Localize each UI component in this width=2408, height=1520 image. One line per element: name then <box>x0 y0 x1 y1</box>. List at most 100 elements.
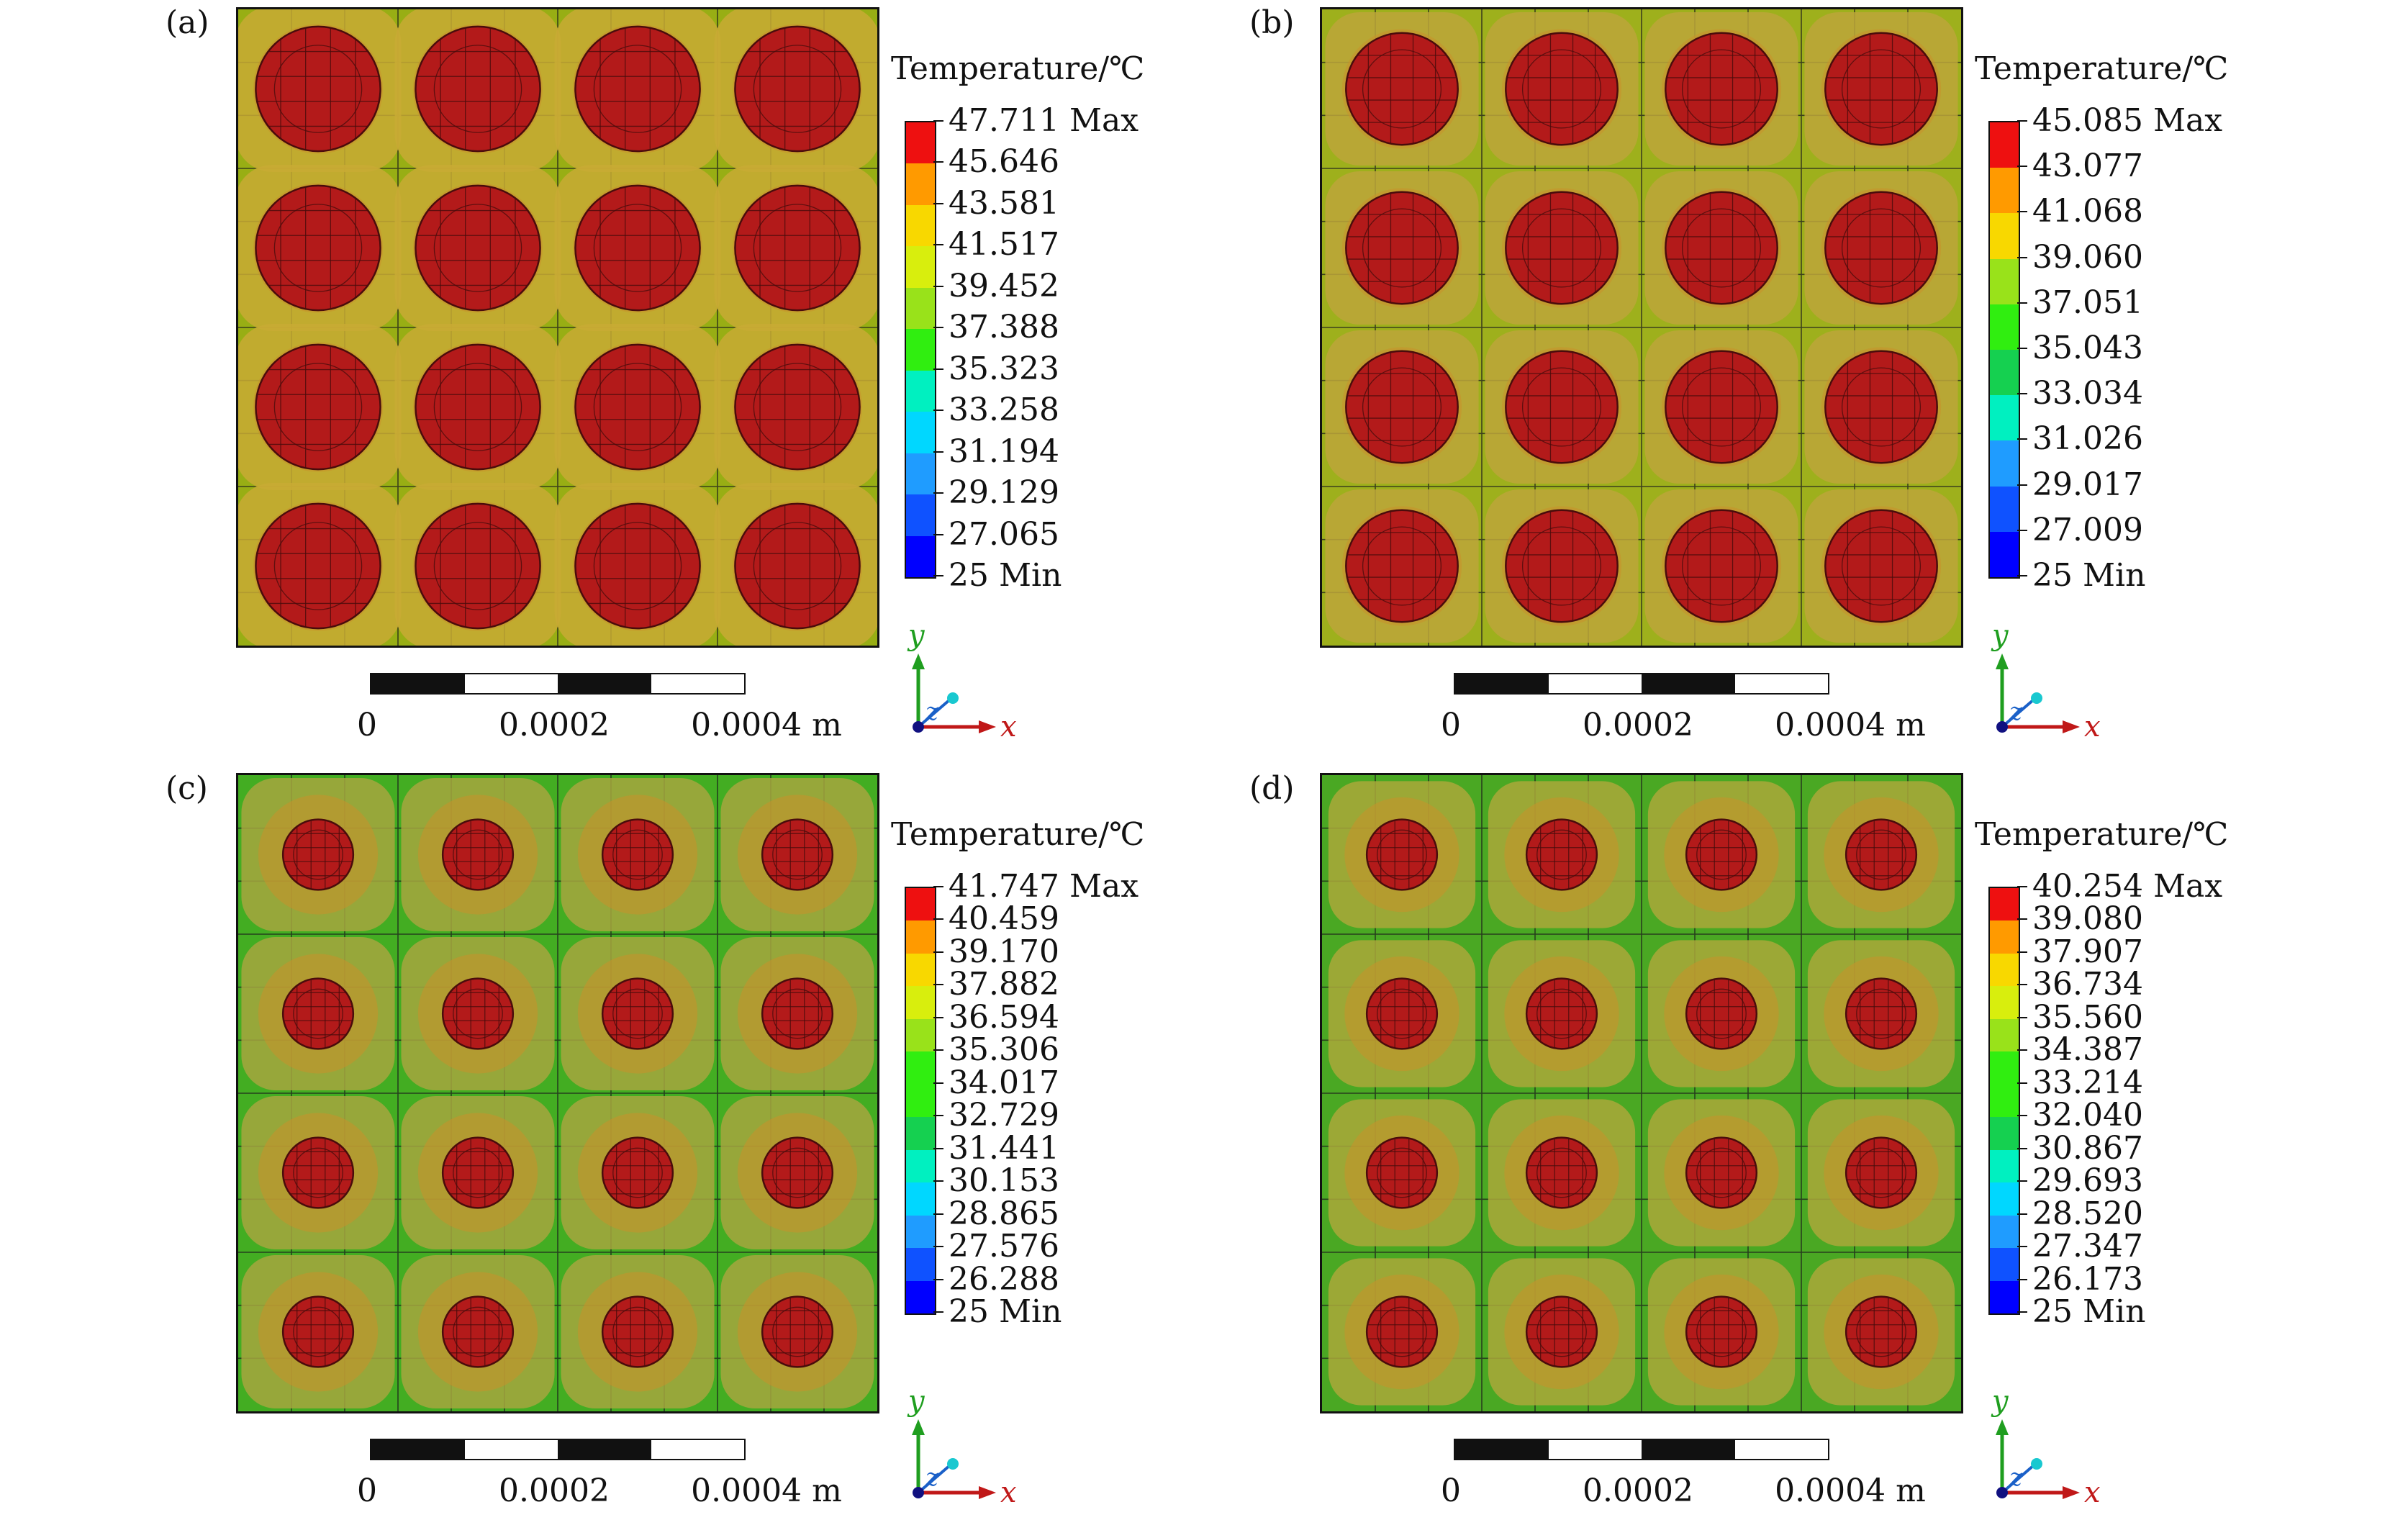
scale-bar <box>1454 673 1829 695</box>
spot-mesh-ring <box>1362 208 1442 288</box>
spot-mesh-ring <box>1377 1147 1427 1198</box>
panel-label: (a) <box>166 4 209 41</box>
contour-canvas <box>238 775 877 1411</box>
heat-spot <box>1804 171 1958 325</box>
scale-bar-segment <box>1455 674 1549 693</box>
colorbar-segment <box>906 953 935 987</box>
y-arrow-head <box>1996 653 2009 669</box>
spot-mesh-ring <box>1362 49 1442 129</box>
spot-mesh-ring <box>1856 1306 1906 1357</box>
legend-value: 27.065 <box>949 515 1059 553</box>
x-axis-label: x <box>2084 1476 2101 1509</box>
legend-value: 25 Min <box>949 1293 1062 1330</box>
spot-mesh-ring <box>1856 829 1906 880</box>
panel-c: (c) Temperature/℃ 41.747 Max 40.459 39.170… <box>0 766 1204 1520</box>
heat-spot <box>1485 489 1639 643</box>
spot-mesh-ring <box>293 988 343 1039</box>
spot-mesh-ring <box>1681 208 1762 288</box>
z-axis-tip <box>947 692 959 704</box>
spot-mesh-ring <box>753 204 842 292</box>
spot-mesh-ring <box>753 45 842 133</box>
x-axis-label: x <box>1000 1476 1017 1509</box>
heat-spot <box>401 936 555 1091</box>
heat-spot <box>394 9 561 172</box>
spot-mesh-ring <box>1841 208 1922 288</box>
colorbar-tick <box>933 1049 943 1051</box>
colorbar-tick <box>933 1246 943 1248</box>
heat-spot <box>554 9 721 172</box>
legend-value: 35.306 <box>949 1031 1059 1069</box>
spot-mesh-ring <box>1536 988 1587 1039</box>
colorbar-segment <box>906 1248 935 1282</box>
legend-value: 33.258 <box>949 392 1059 429</box>
panel-d: (d) Temperature/℃ 40.254 Max 39.080 37.907… <box>1084 766 2288 1520</box>
heat-spot <box>1647 1099 1796 1247</box>
legend-value: 39.452 <box>949 267 1059 304</box>
legend-value: 45.646 <box>949 143 1059 181</box>
heat-spot <box>1807 940 1955 1087</box>
heat-spot <box>1328 1099 1476 1247</box>
heat-spot <box>401 777 555 932</box>
x-arrow-head <box>979 1486 996 1499</box>
scale-bar-segment <box>371 1440 465 1459</box>
legend-value: 27.009 <box>2032 511 2143 548</box>
spot-mesh-ring <box>273 522 363 610</box>
scale-bar <box>370 673 746 695</box>
legend-value: 35.560 <box>2032 998 2143 1036</box>
spot-mesh-ring <box>1681 526 1762 606</box>
colorbar-tick <box>2017 1016 2027 1018</box>
colorbar-tick <box>2017 886 2027 887</box>
colorbar-tick <box>933 1115 943 1117</box>
heat-spot <box>1328 781 1476 928</box>
spot-mesh-ring <box>453 1147 503 1198</box>
colorbar-tick <box>2017 256 2027 258</box>
spot-mesh-ring <box>593 522 682 610</box>
heat-spot <box>1644 330 1798 484</box>
spot-mesh-ring <box>273 204 363 292</box>
legend-value: 34.017 <box>949 1064 1059 1101</box>
heat-spot <box>1325 171 1479 325</box>
z-axis-tip <box>2031 692 2042 704</box>
heat-spot <box>720 1095 874 1250</box>
scale-bar-segment <box>651 674 744 693</box>
spot-mesh-ring <box>433 204 522 292</box>
spot-mesh-ring <box>593 363 682 451</box>
colorbar-segment <box>1990 350 2019 396</box>
y-axis-label: y <box>1991 619 2009 652</box>
spot-mesh-ring <box>612 829 663 880</box>
colorbar-segment <box>906 412 935 454</box>
spot-mesh-ring <box>273 45 363 133</box>
heat-spot <box>241 936 395 1091</box>
x-arrow-head <box>979 720 996 733</box>
colorbar-segment <box>1990 1149 2019 1183</box>
z-axis-tip <box>2031 1458 2042 1470</box>
spot-mesh-ring <box>293 1306 343 1357</box>
colorbar-segment <box>1990 1018 2019 1052</box>
spot-mesh-ring <box>453 1306 503 1357</box>
heat-spot <box>1807 1099 1955 1247</box>
colorbar-tick <box>2017 951 2027 953</box>
origin-dot <box>1996 721 2008 733</box>
scale-tick-0: 0 <box>1441 707 1461 743</box>
colorbar-segment <box>906 1084 935 1118</box>
colorbar-tick <box>2017 529 2027 531</box>
scale-tick-2: 0.0004 m <box>691 1472 842 1509</box>
axis-triad-graphic: y z x <box>1991 1385 2101 1509</box>
colorbar-tick <box>933 575 943 576</box>
legend-value: 34.387 <box>2032 1031 2143 1069</box>
colorbar-tick <box>933 285 943 287</box>
legend-value: 37.882 <box>949 966 1059 1003</box>
colorbar <box>1988 887 2020 1315</box>
origin-dot <box>1996 1487 2008 1498</box>
colorbar-tick <box>2017 1049 2027 1051</box>
heat-spot <box>1488 940 1636 1087</box>
colorbar-segment <box>1990 1215 2019 1249</box>
heat-spot <box>394 483 561 646</box>
scale-bar-segment <box>1548 674 1642 693</box>
heat-spot <box>720 777 874 932</box>
scale-tick-1: 0.0002 <box>499 707 610 743</box>
colorbar-tick <box>933 368 943 370</box>
heat-spot <box>1325 330 1479 484</box>
legend-value: 29.129 <box>949 474 1059 512</box>
heat-spot <box>1804 330 1958 484</box>
